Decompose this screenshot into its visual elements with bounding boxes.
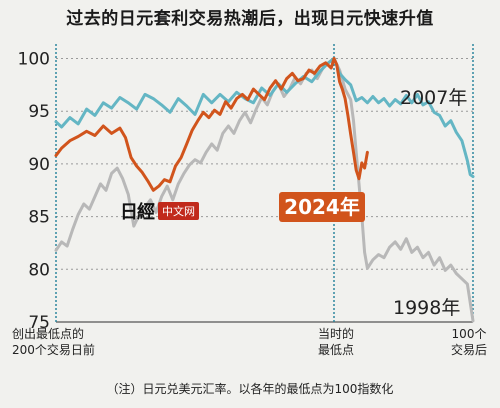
y-tick-label: 90 [28,155,50,175]
series-line-2007 [54,57,475,179]
y-tick-label: 95 [28,102,50,122]
chart-title: 过去的日元套利交易热潮后，出现日元快速升值 [66,9,434,29]
series-label-2024: 2024年 [284,195,360,219]
x-marker-label: 最低点 [318,343,354,357]
x-marker-label: 当时的 [318,326,354,341]
x-marker-label: 100个 [452,327,487,341]
series-label-2007: 2007年 [400,87,467,109]
y-tick-label: 85 [28,208,50,228]
x-marker-label: 创出最低点的 [12,326,84,341]
series-label-1998: 1998年 [393,297,460,319]
y-tick-labels: 75 80 85 90 95 100 [18,50,50,333]
series-badge-2024 [279,192,365,222]
series-line-2024 [54,57,369,192]
nikkei-watermark: 日經 中文网 [120,198,199,224]
x-marker-label: 200个交易日前 [12,342,95,357]
y-tick-label: 80 [28,260,50,280]
y-tick-label: 75 [28,313,50,333]
nikkei-logo: 日經 [120,202,155,223]
x-marker-label: 交易后 [451,342,487,357]
series-labels: 2007年 1998年 2024年 [279,87,467,319]
watermark-label: 中文网 [158,202,199,220]
y-tick-label: 100 [18,50,50,70]
series-lines [54,57,475,323]
chart-note: （注）日元兑美元汇率。以各年的最低点为100指数化 [106,382,394,396]
grid [56,58,473,323]
